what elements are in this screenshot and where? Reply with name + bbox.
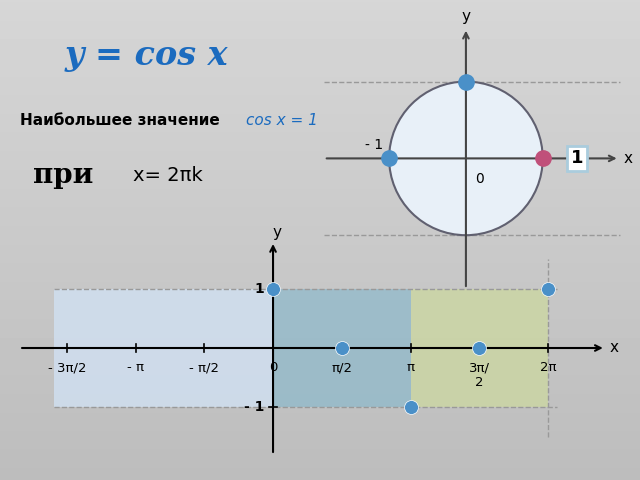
Circle shape	[389, 82, 543, 235]
Text: 0: 0	[269, 361, 277, 374]
Text: Наибольшее значение: Наибольшее значение	[20, 113, 225, 128]
Text: y: y	[272, 225, 281, 240]
Text: x: x	[623, 151, 632, 166]
Text: - 3π/2: - 3π/2	[47, 361, 86, 374]
Text: 2π: 2π	[540, 361, 556, 374]
Text: x: x	[610, 340, 619, 356]
Text: 0: 0	[475, 172, 484, 186]
Text: π/2: π/2	[332, 361, 352, 374]
Text: x= 2πk: x= 2πk	[133, 166, 203, 185]
Text: 1: 1	[255, 282, 264, 296]
Text: 1: 1	[571, 149, 584, 168]
Bar	[410, 288, 548, 408]
Text: π: π	[406, 361, 415, 374]
Text: cos x = 1: cos x = 1	[246, 113, 318, 128]
Text: y = cos x: y = cos x	[65, 39, 228, 72]
Text: - π: - π	[127, 361, 144, 374]
Text: при: при	[33, 162, 93, 189]
Text: 3π/
2: 3π/ 2	[468, 361, 490, 389]
Bar	[54, 288, 273, 408]
Text: y: y	[461, 9, 470, 24]
Text: - π/2: - π/2	[189, 361, 220, 374]
Bar	[273, 288, 410, 408]
Text: - 1: - 1	[244, 400, 264, 414]
Text: - 1: - 1	[365, 138, 383, 152]
